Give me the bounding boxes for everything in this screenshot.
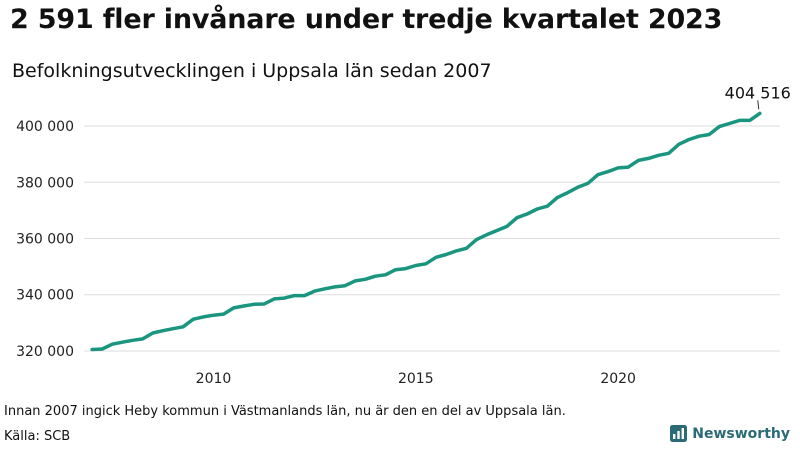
chart-title: 2 591 fler invånare under tredje kvartal… <box>10 4 723 35</box>
annotation-layer: 404 516 <box>725 83 791 110</box>
y-axis: 320 000 340 000 360 000 380 000 400 000 <box>16 119 74 360</box>
x-tick-label: 2015 <box>398 371 434 387</box>
newsworthy-logo-icon <box>670 425 688 442</box>
brand: Newsworthy <box>670 425 790 442</box>
x-tick-label: 2010 <box>196 371 232 387</box>
grid-layer <box>84 125 780 352</box>
x-axis: 2010 2015 2020 <box>196 371 636 387</box>
y-tick-label: 400 000 <box>16 119 74 135</box>
y-tick-label: 320 000 <box>16 344 74 360</box>
end-value-label: 404 516 <box>725 83 791 102</box>
series-line <box>90 111 762 352</box>
end-label-leader <box>757 100 760 110</box>
y-tick-label: 380 000 <box>16 175 74 191</box>
series-layer <box>90 111 762 352</box>
brand-name: Newsworthy <box>692 425 790 442</box>
y-tick-label: 340 000 <box>16 288 74 304</box>
chart-subtitle: Befolkningsutvecklingen i Uppsala län se… <box>12 60 492 82</box>
x-tick-label: 2020 <box>600 371 636 387</box>
y-tick-label: 360 000 <box>16 232 74 248</box>
source-note: Källa: SCB <box>4 429 71 444</box>
footnote: Innan 2007 ingick Heby kommun i Västmanl… <box>4 404 566 419</box>
